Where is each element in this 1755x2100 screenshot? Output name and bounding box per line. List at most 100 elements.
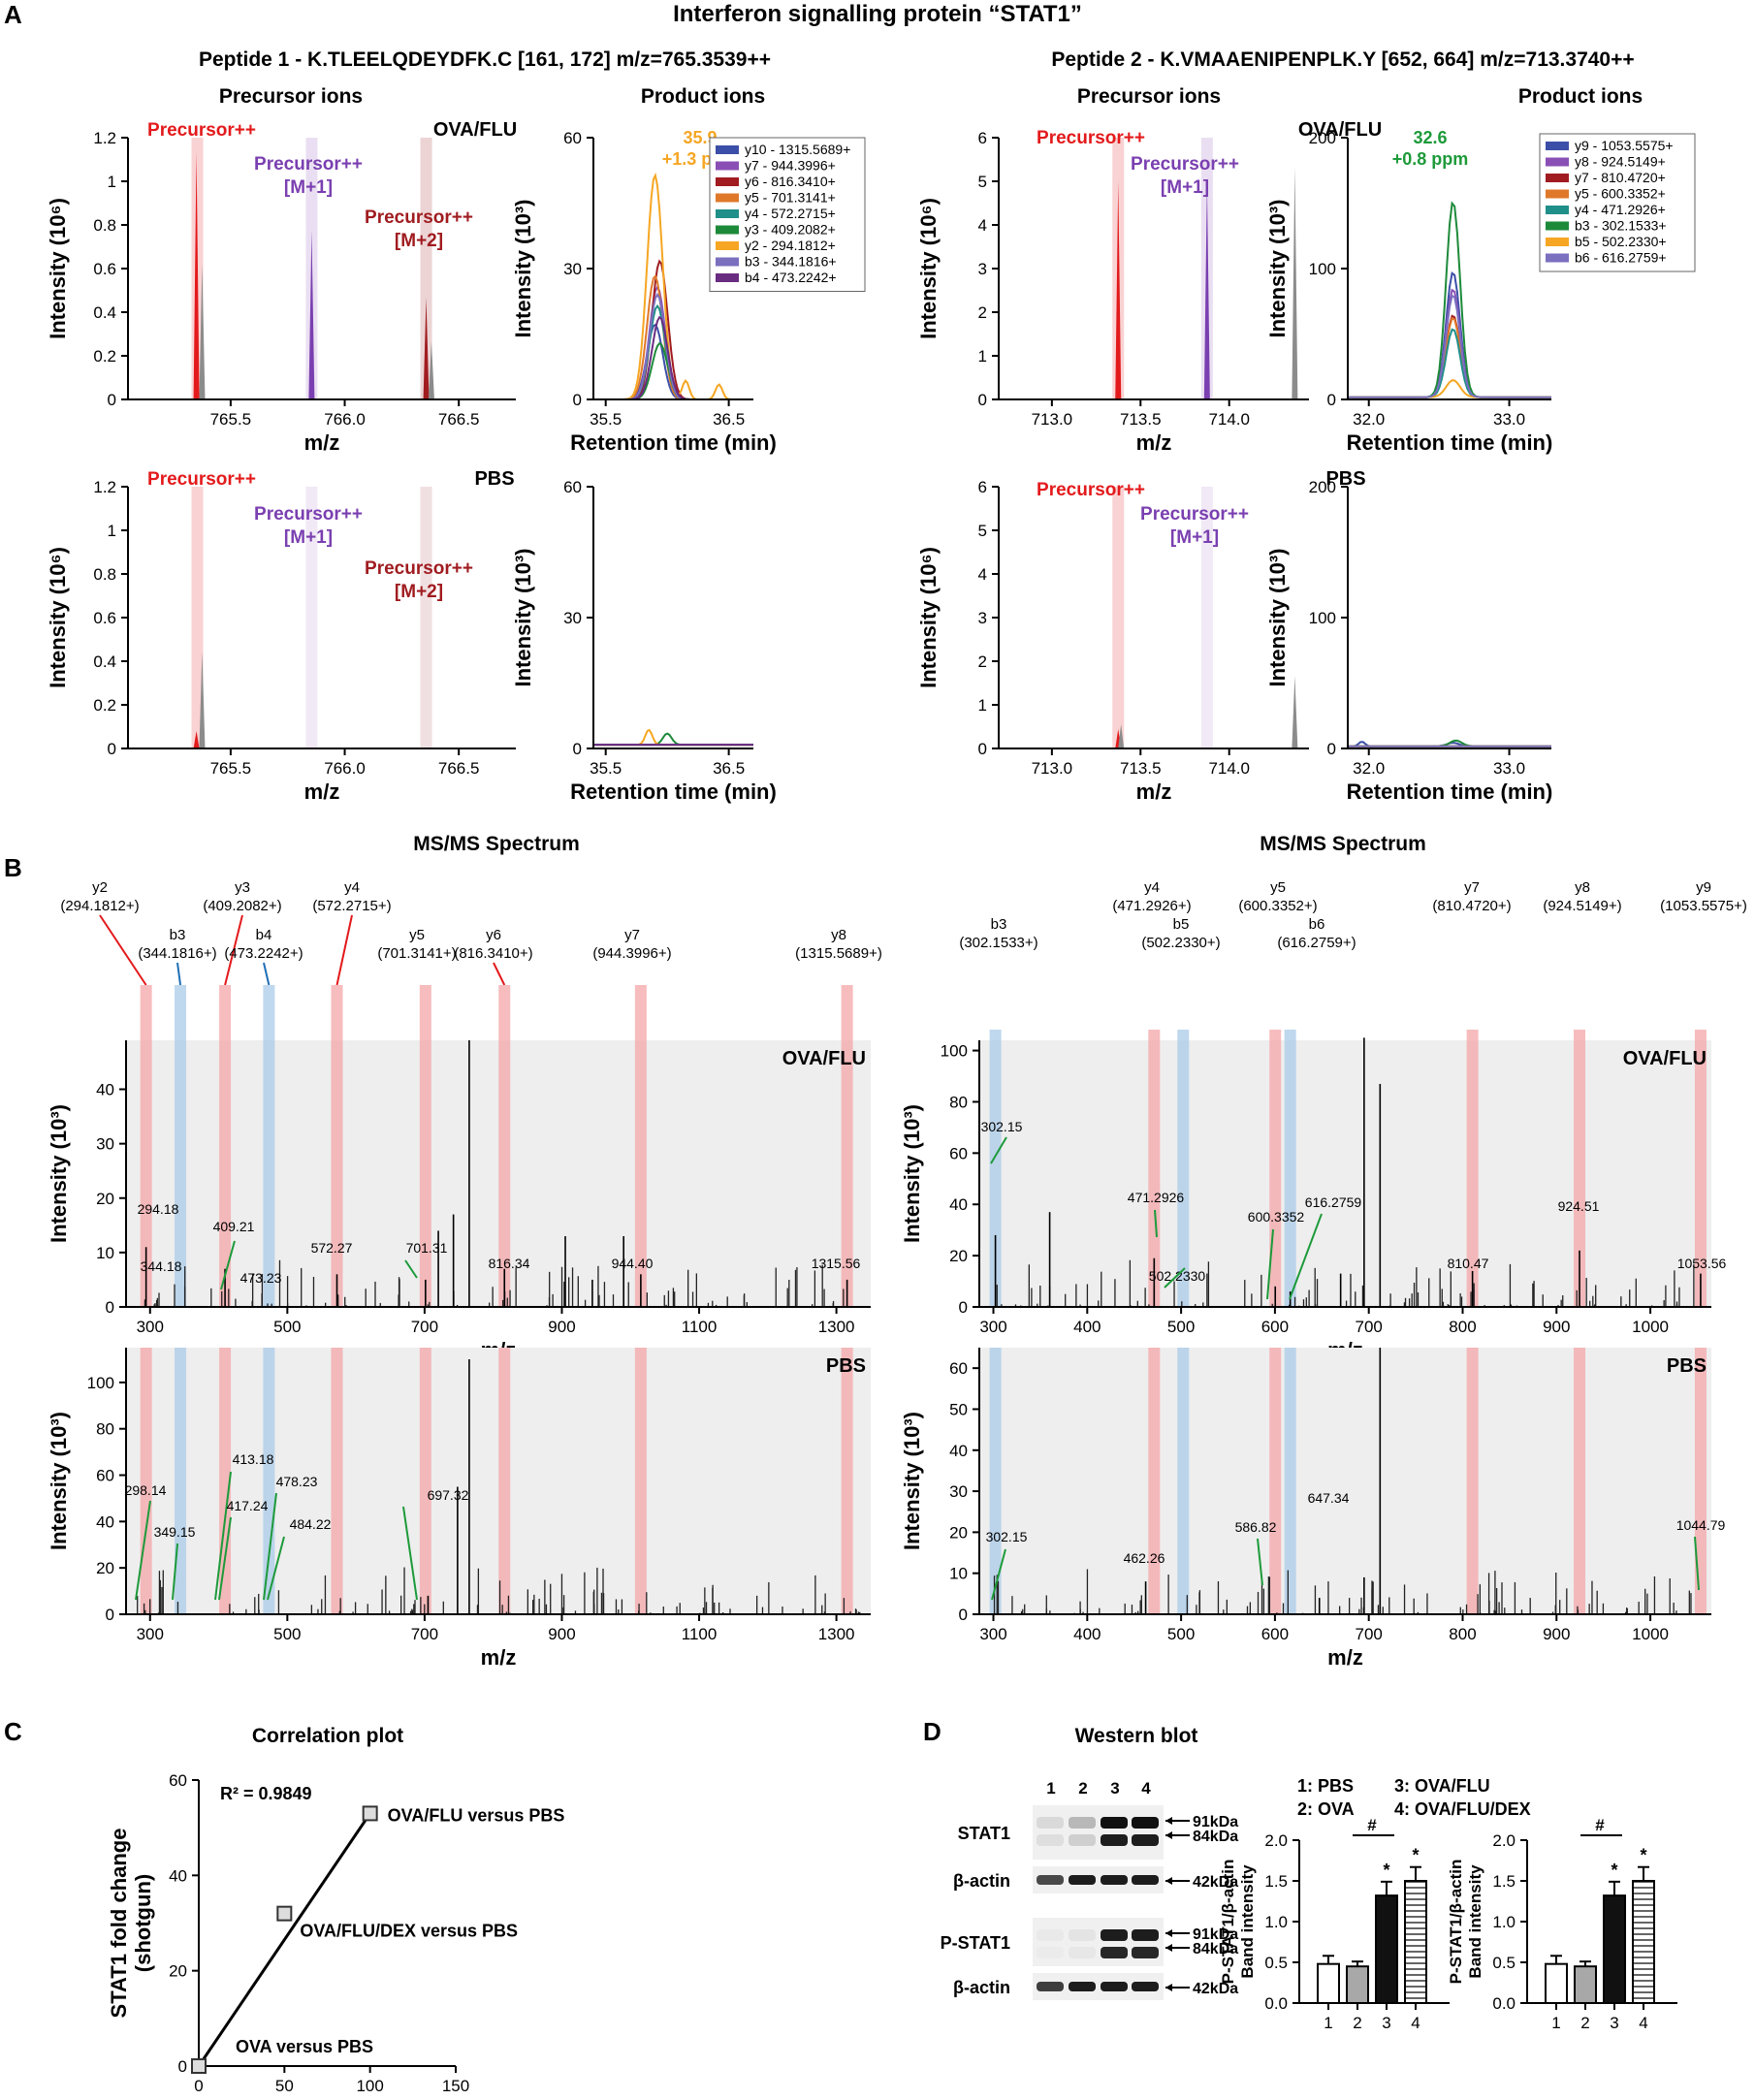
kda-label: 91kDa (1193, 1814, 1238, 1830)
p1-pbs-label-m2a: Precursor++ (365, 558, 473, 579)
precursor-band (191, 487, 204, 748)
isotope-peak (1292, 167, 1298, 399)
peptide2-header: Peptide 2 - K.VMAAENIPENPLK.Y [652, 664]… (1051, 48, 1634, 71)
spectrum-ytick-label: 60 (96, 1467, 114, 1485)
ion-band (841, 985, 853, 1307)
D-bar2-ytick-label: 1.0 (1492, 1913, 1516, 1931)
ion-band (331, 1348, 343, 1614)
ion-label-name: b4 (256, 927, 272, 943)
legend-swatch (716, 193, 739, 203)
ion-label-mz: (1315.5689+) (795, 945, 882, 962)
p2-rt-label: 32.6 (1413, 128, 1447, 147)
p1-ova-label-m1a: Precursor++ (254, 154, 363, 175)
A-p2-ova-ytick-label: 4 (978, 216, 987, 235)
blot-band (1069, 1834, 1096, 1846)
p1-product-pbs-plot: 0 30 60 35.5 36.5 Retention time (min) Intensi… (511, 478, 777, 804)
B-left-pbs-xlabel: m/z (481, 1645, 517, 1670)
p1-pbs-label-m2b: [M+2] (395, 582, 443, 602)
peak-label: 1044.79 (1676, 1517, 1726, 1533)
peak-label: 478.23 (276, 1474, 318, 1489)
A-p2-pbs-xtick-label: 714.0 (1208, 759, 1250, 778)
p1-product-legend: y10 - 1315.5689+y7 - 944.3996+y6 - 816.3… (709, 137, 866, 292)
bar (1545, 1962, 1568, 2005)
A-p2-prod-pbs-ytick-label: 0 (1327, 740, 1336, 758)
legend-entry: y10 - 1315.5689+ (745, 142, 850, 157)
B-left-ova-xtick-label: 1100 (682, 1318, 718, 1336)
ion-band (1694, 1348, 1707, 1614)
legend-swatch (716, 177, 739, 186)
A-p1-ova-ylabel: Intensity (10⁶) (46, 198, 70, 339)
A-p2-prod-ova-ytick-label: 0 (1327, 391, 1336, 409)
kda-arrowhead (1165, 1984, 1172, 1991)
figure-title: Interferon signalling protein “STAT1” (673, 1, 1082, 27)
peak-label: 616.2759 (1305, 1194, 1362, 1210)
lane-number: 2 (1078, 1779, 1087, 1798)
ion-band (175, 985, 187, 1307)
peak-label: 349.15 (154, 1524, 196, 1540)
blot-band (1132, 1947, 1159, 1958)
legend-swatch (1546, 206, 1569, 214)
peak-label: 298.14 (125, 1482, 167, 1498)
B-right-ova-xtick-label: 700 (1356, 1318, 1383, 1336)
spectrum-ytick-label: 0 (106, 1606, 114, 1624)
peak-leader (135, 1500, 151, 1601)
legend-swatch (1546, 221, 1569, 231)
peak-label: 586.82 (1235, 1519, 1277, 1535)
spectrum-bg (979, 1040, 1711, 1307)
blot-strip (1033, 1805, 1164, 1860)
ion-label-mz: (944.3996+) (592, 945, 671, 962)
ion-label-mz: (701.3141+) (377, 945, 456, 962)
D-bar1-ytick-label: 1.0 (1264, 1913, 1288, 1931)
correlation-point (362, 1805, 378, 1822)
A-p1-prod-ova-ytick-label: 30 (563, 260, 582, 278)
ion-label-mz: (572.2715+) (312, 898, 391, 914)
legend-swatch (716, 273, 739, 282)
legend-swatch (716, 225, 739, 235)
ion-band (634, 985, 647, 1307)
correlation-ytick-label: 20 (169, 1962, 187, 1981)
B-right-pbs-xtick-label: 700 (1356, 1625, 1383, 1643)
bar-chart-2: * * #0.0 0.5 1.0 1.5 2.0 1 2 3 4 P-STAT1/β-actin Ban… (1447, 1816, 1677, 2032)
ion-band (1694, 1030, 1707, 1307)
D-bar2-xtick-label: 2 (1580, 2014, 1589, 2032)
ion-label-name: b3 (991, 916, 1007, 933)
peak-leader (1266, 1228, 1274, 1300)
ion-band (1466, 1030, 1479, 1307)
blot-band (1101, 1875, 1128, 1885)
blot-band (1132, 1817, 1159, 1829)
ion-band (841, 1348, 853, 1614)
panel-letter-b: B (4, 853, 22, 882)
lane-number: 3 (1110, 1779, 1119, 1798)
A-p2-pbs-ytick-label: 5 (978, 522, 987, 540)
spectrum-ytick-label: 40 (949, 1195, 968, 1214)
xic-trace (1348, 328, 1551, 398)
peak-leader (1694, 1536, 1700, 1591)
isotope-peak (428, 341, 434, 399)
peak-leader (404, 1259, 418, 1279)
peak-label: 302.15 (986, 1529, 1028, 1544)
A-p1-pbs-xtick-label: 766.0 (324, 759, 366, 778)
xic-trace (593, 732, 753, 747)
ion-band (140, 1348, 152, 1614)
B-left-pbs-xtick-label: 1300 (818, 1625, 855, 1643)
peak-leader (990, 1136, 1007, 1164)
spectrum-bg (979, 1348, 1711, 1614)
spectrum-bg (126, 1348, 871, 1614)
A-p2-prod-pbs-ytick-label: 200 (1309, 478, 1336, 496)
B-right-ova-xtick-label: 400 (1073, 1318, 1101, 1336)
A-p2-pbs-ytick-label: 1 (978, 696, 987, 715)
ion-label-name: y3 (235, 879, 250, 896)
D-bar1-ytick-label: 2.0 (1264, 1831, 1288, 1850)
blot-band (1101, 1817, 1128, 1829)
D-bar1-xtick-label: 4 (1411, 2014, 1420, 2032)
peak-leader (263, 1492, 277, 1601)
ion-band (1177, 1030, 1190, 1307)
blot-row-label: STAT1 (958, 1824, 1010, 1843)
A-p1-prod-pbs-xtick-label: 36.5 (713, 759, 745, 778)
A-p2-ova-ylabel: Intensity (10⁶) (916, 198, 941, 339)
blot-band (1132, 1875, 1159, 1885)
kda-arrowhead (1165, 1831, 1172, 1839)
